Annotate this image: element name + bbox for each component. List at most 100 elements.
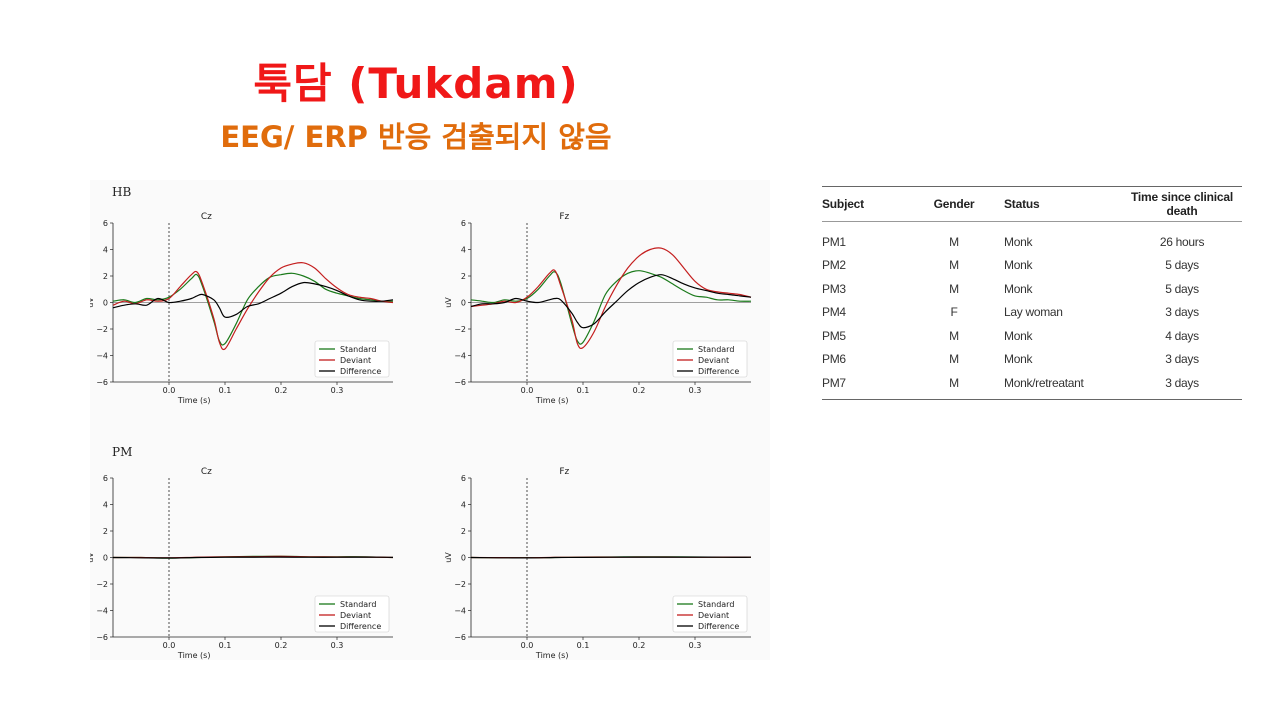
table-row: PM3 M Monk 5 days — [822, 277, 1242, 301]
cell-time: 3 days — [1165, 352, 1199, 367]
erp-panel: Cz 6 4 2 0 −2 −4 −6 0.0 0.1 0.2 0.3 Time (s) uV Standa… — [90, 212, 394, 405]
group-label: HB — [112, 185, 131, 199]
x-tick-label: 0.3 — [689, 641, 702, 650]
legend-label: Deviant — [698, 611, 729, 620]
subject-table-container: Subject Gender Status Time since clinica… — [822, 186, 1242, 400]
y-tick-label: 2 — [103, 527, 108, 536]
erp-figure-svg: HB PM Cz 6 4 2 0 −2 −4 −6 0.0 0.1 0.2 0.3 Time (s) uV St… — [90, 185, 752, 660]
cell-subject: PM2 — [822, 258, 846, 273]
group-label: PM — [112, 445, 132, 459]
x-tick-label: 0.0 — [521, 386, 534, 395]
legend-label: Difference — [340, 622, 381, 631]
y-tick-label: 4 — [103, 246, 108, 255]
y-axis-label: uV — [90, 297, 95, 308]
y-tick-label: 2 — [461, 527, 466, 536]
x-axis-label: Time (s) — [177, 396, 211, 405]
y-tick-label: −6 — [454, 633, 466, 642]
cell-status: Monk — [1004, 328, 1033, 343]
legend-box — [314, 340, 390, 378]
y-tick-label: 6 — [461, 219, 466, 228]
series-line-difference — [112, 281, 394, 318]
erp-panel: Cz 6 4 2 0 −2 −4 −6 0.0 0.1 0.2 0.3 Time (s) uV Standa… — [90, 467, 394, 660]
y-tick-label: −2 — [454, 580, 466, 589]
cell-status: Monk — [1004, 352, 1033, 367]
table-row: PM5 M Monk 4 days — [822, 324, 1242, 348]
y-tick-label: −4 — [96, 607, 108, 616]
series-line-standard — [112, 272, 394, 346]
cell-status: Monk — [1004, 258, 1033, 273]
y-tick-label: −2 — [454, 325, 466, 334]
y-tick-label: 2 — [103, 272, 108, 281]
panel-title: Fz — [559, 212, 569, 222]
slide-title: 툭담 (Tukdam) — [253, 59, 579, 108]
legend-label: Deviant — [340, 356, 371, 365]
y-axis-label: uV — [444, 297, 453, 308]
table-row: PM6 M Monk 3 days — [822, 348, 1242, 372]
x-axis-label: Time (s) — [535, 396, 569, 405]
x-tick-label: 0.3 — [689, 386, 702, 395]
legend-label: Deviant — [698, 356, 729, 365]
legend-box — [672, 595, 748, 633]
y-tick-label: 0 — [103, 299, 108, 308]
series-line-deviant — [112, 261, 394, 351]
legend-label: Standard — [340, 600, 376, 609]
legend-label: Difference — [340, 367, 381, 376]
x-tick-label: 0.1 — [577, 641, 590, 650]
cell-status: Lay woman — [1004, 305, 1063, 320]
erp-panel: Fz 6 4 2 0 −2 −4 −6 0.0 0.1 0.2 0.3 Time (s) uV Standa… — [444, 212, 752, 405]
y-axis-label: uV — [90, 552, 95, 563]
table-row: PM1 M Monk 26 hours — [822, 222, 1242, 254]
legend-box — [314, 595, 390, 633]
cell-status: Monk — [1004, 281, 1033, 296]
panel-title: Fz — [559, 467, 569, 477]
x-tick-label: 0.2 — [275, 641, 288, 650]
cell-status: Monk — [1004, 234, 1033, 249]
y-tick-label: −2 — [96, 325, 108, 334]
table-row: PM2 M Monk 5 days — [822, 254, 1242, 278]
header-gender: Gender — [933, 197, 975, 211]
x-tick-label: 0.0 — [163, 641, 176, 650]
y-tick-label: −6 — [454, 378, 466, 387]
x-tick-label: 0.0 — [163, 386, 176, 395]
cell-time: 3 days — [1165, 375, 1199, 390]
legend-label: Standard — [698, 345, 734, 354]
header-time-since-death: Time since clinical death — [1130, 190, 1234, 218]
y-tick-label: 6 — [103, 219, 108, 228]
x-tick-label: 0.3 — [331, 386, 344, 395]
series-line-difference — [470, 556, 752, 559]
cell-time: 5 days — [1165, 281, 1199, 296]
x-tick-label: 0.1 — [219, 641, 232, 650]
y-tick-label: −4 — [454, 352, 466, 361]
x-axis-label: Time (s) — [535, 651, 569, 660]
y-tick-label: 0 — [103, 554, 108, 563]
cell-gender: M — [949, 258, 959, 273]
legend-box — [672, 340, 748, 378]
y-tick-label: −6 — [96, 633, 108, 642]
cell-gender: M — [949, 375, 959, 390]
y-tick-label: −2 — [96, 580, 108, 589]
cell-time: 4 days — [1165, 328, 1199, 343]
cell-subject: PM5 — [822, 328, 846, 343]
y-tick-label: −4 — [96, 352, 108, 361]
cell-gender: M — [949, 328, 959, 343]
erp-panel: Fz 6 4 2 0 −2 −4 −6 0.0 0.1 0.2 0.3 Time (s) uV Standa… — [444, 467, 752, 660]
y-tick-label: −6 — [96, 378, 108, 387]
x-axis-label: Time (s) — [177, 651, 211, 660]
cell-subject: PM1 — [822, 234, 846, 249]
y-tick-label: 6 — [103, 474, 108, 483]
y-tick-label: −4 — [454, 607, 466, 616]
series-line-difference — [470, 274, 752, 329]
table-header-row: Subject Gender Status Time since clinica… — [822, 186, 1242, 222]
cell-time: 3 days — [1165, 305, 1199, 320]
header-subject: Subject — [822, 197, 864, 211]
cell-subject: PM3 — [822, 281, 846, 296]
table-row: PM4 F Lay woman 3 days — [822, 301, 1242, 325]
panel-title: Cz — [201, 212, 212, 222]
x-tick-label: 0.0 — [521, 641, 534, 650]
header-status: Status — [1004, 197, 1040, 211]
y-tick-label: 4 — [103, 501, 108, 510]
y-tick-label: 6 — [461, 474, 466, 483]
cell-time: 26 hours — [1159, 234, 1205, 249]
legend-label: Difference — [698, 622, 739, 631]
legend-label: Deviant — [340, 611, 371, 620]
